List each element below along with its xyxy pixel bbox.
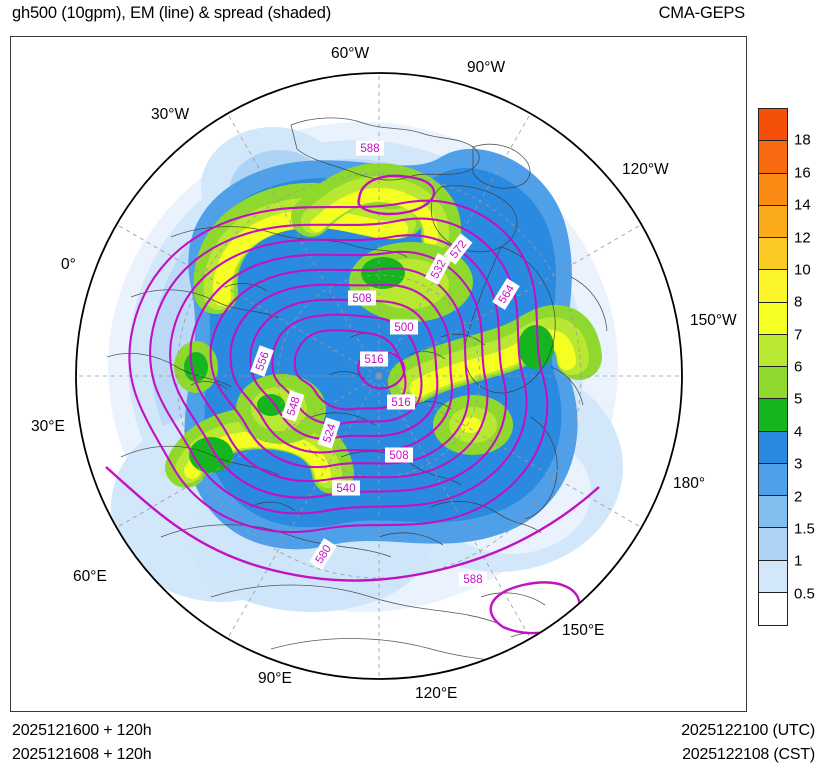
graticule-label: 180° <box>673 475 706 492</box>
graticule-label: 150°E <box>562 622 605 639</box>
colorbar-segment <box>759 173 787 206</box>
colorbar-segment <box>759 238 787 271</box>
init-time-cst: 2025121608 + 120h <box>12 746 152 763</box>
colorbar-segment <box>759 302 787 335</box>
contour-label: 540 <box>332 480 360 496</box>
contour-label: 508 <box>385 447 413 463</box>
graticule-label: 0° <box>61 256 76 273</box>
svg-text:508: 508 <box>352 293 371 305</box>
graticule-label: 120°W <box>622 161 669 178</box>
colorbar-tick: 3 <box>794 455 803 473</box>
colorbar-tick: 2 <box>794 488 803 505</box>
colorbar-segment <box>759 496 787 529</box>
colorbar-tick: 18 <box>794 131 811 149</box>
graticule-label: 30°E <box>31 418 65 435</box>
contour-label: 500 <box>390 319 418 335</box>
colorbar-tick: 1.5 <box>794 520 815 538</box>
graticule-label: 90°W <box>467 59 506 76</box>
svg-text:508: 508 <box>389 450 408 462</box>
colorbar-segment <box>759 431 787 464</box>
colorbar-segment <box>759 141 787 174</box>
colorbar-tick: 10 <box>794 261 811 279</box>
colorbar-tick-labels: 18 16 14 12 10 8 7 6 5 4 3 2 1.5 1 0.5 <box>794 108 827 626</box>
graticule-label: 90°E <box>258 670 292 687</box>
colorbar-tick: 14 <box>794 196 811 214</box>
init-time-utc: 2025121600 + 120h <box>12 722 152 739</box>
colorbar[interactable] <box>758 108 788 626</box>
colorbar-segment <box>759 560 787 593</box>
colorbar-segment <box>759 205 787 238</box>
colorbar-segment <box>759 109 787 142</box>
spread-shading <box>108 122 623 612</box>
contour-label: 588 <box>459 571 487 587</box>
graticule-label: 60°E <box>73 568 107 585</box>
colorbar-segment <box>759 592 787 625</box>
contour-label: 508 <box>348 290 376 306</box>
valid-time-cst: 2025122108 (CST) <box>682 746 815 763</box>
map-plot-frame: 588 572 532 564 508 500 556 516 516 548 524 508 540 5… <box>10 36 747 712</box>
colorbar-tick: 5 <box>794 390 803 408</box>
chart-title: gh500 (10gpm), EM (line) & spread (shade… <box>12 4 332 22</box>
colorbar-tick: 1 <box>794 552 803 570</box>
colorbar-tick: 8 <box>794 293 803 311</box>
colorbar-tick: 12 <box>794 229 811 246</box>
graticule-label: 150°W <box>690 312 737 329</box>
colorbar-segment <box>759 270 787 303</box>
graticule-label: 120°E <box>415 685 458 702</box>
model-label: CMA-GEPS <box>658 4 746 22</box>
colorbar-tick: 4 <box>794 423 803 441</box>
contour-label: 516 <box>360 351 388 367</box>
svg-text:500: 500 <box>394 322 413 334</box>
graticule-label: 30°W <box>151 106 190 123</box>
svg-text:540: 540 <box>336 483 355 495</box>
valid-time-utc: 2025122100 (UTC) <box>681 722 815 739</box>
colorbar-segment <box>759 399 787 432</box>
graticule-label: 60°W <box>331 45 370 62</box>
svg-text:516: 516 <box>391 397 410 409</box>
colorbar-tick: 6 <box>794 358 803 376</box>
contour-label: 516 <box>387 394 415 410</box>
colorbar-tick: 16 <box>794 164 811 182</box>
colorbar-segment <box>759 334 787 367</box>
colorbar-tick: 0.5 <box>794 585 815 603</box>
svg-text:588: 588 <box>360 143 379 155</box>
colorbar-tick: 7 <box>794 326 803 344</box>
colorbar-segment <box>759 528 787 561</box>
svg-text:588: 588 <box>463 574 482 586</box>
colorbar-segment <box>759 367 787 400</box>
contour-label: 588 <box>356 140 384 156</box>
colorbar-segment <box>759 463 787 496</box>
svg-text:516: 516 <box>364 354 383 366</box>
